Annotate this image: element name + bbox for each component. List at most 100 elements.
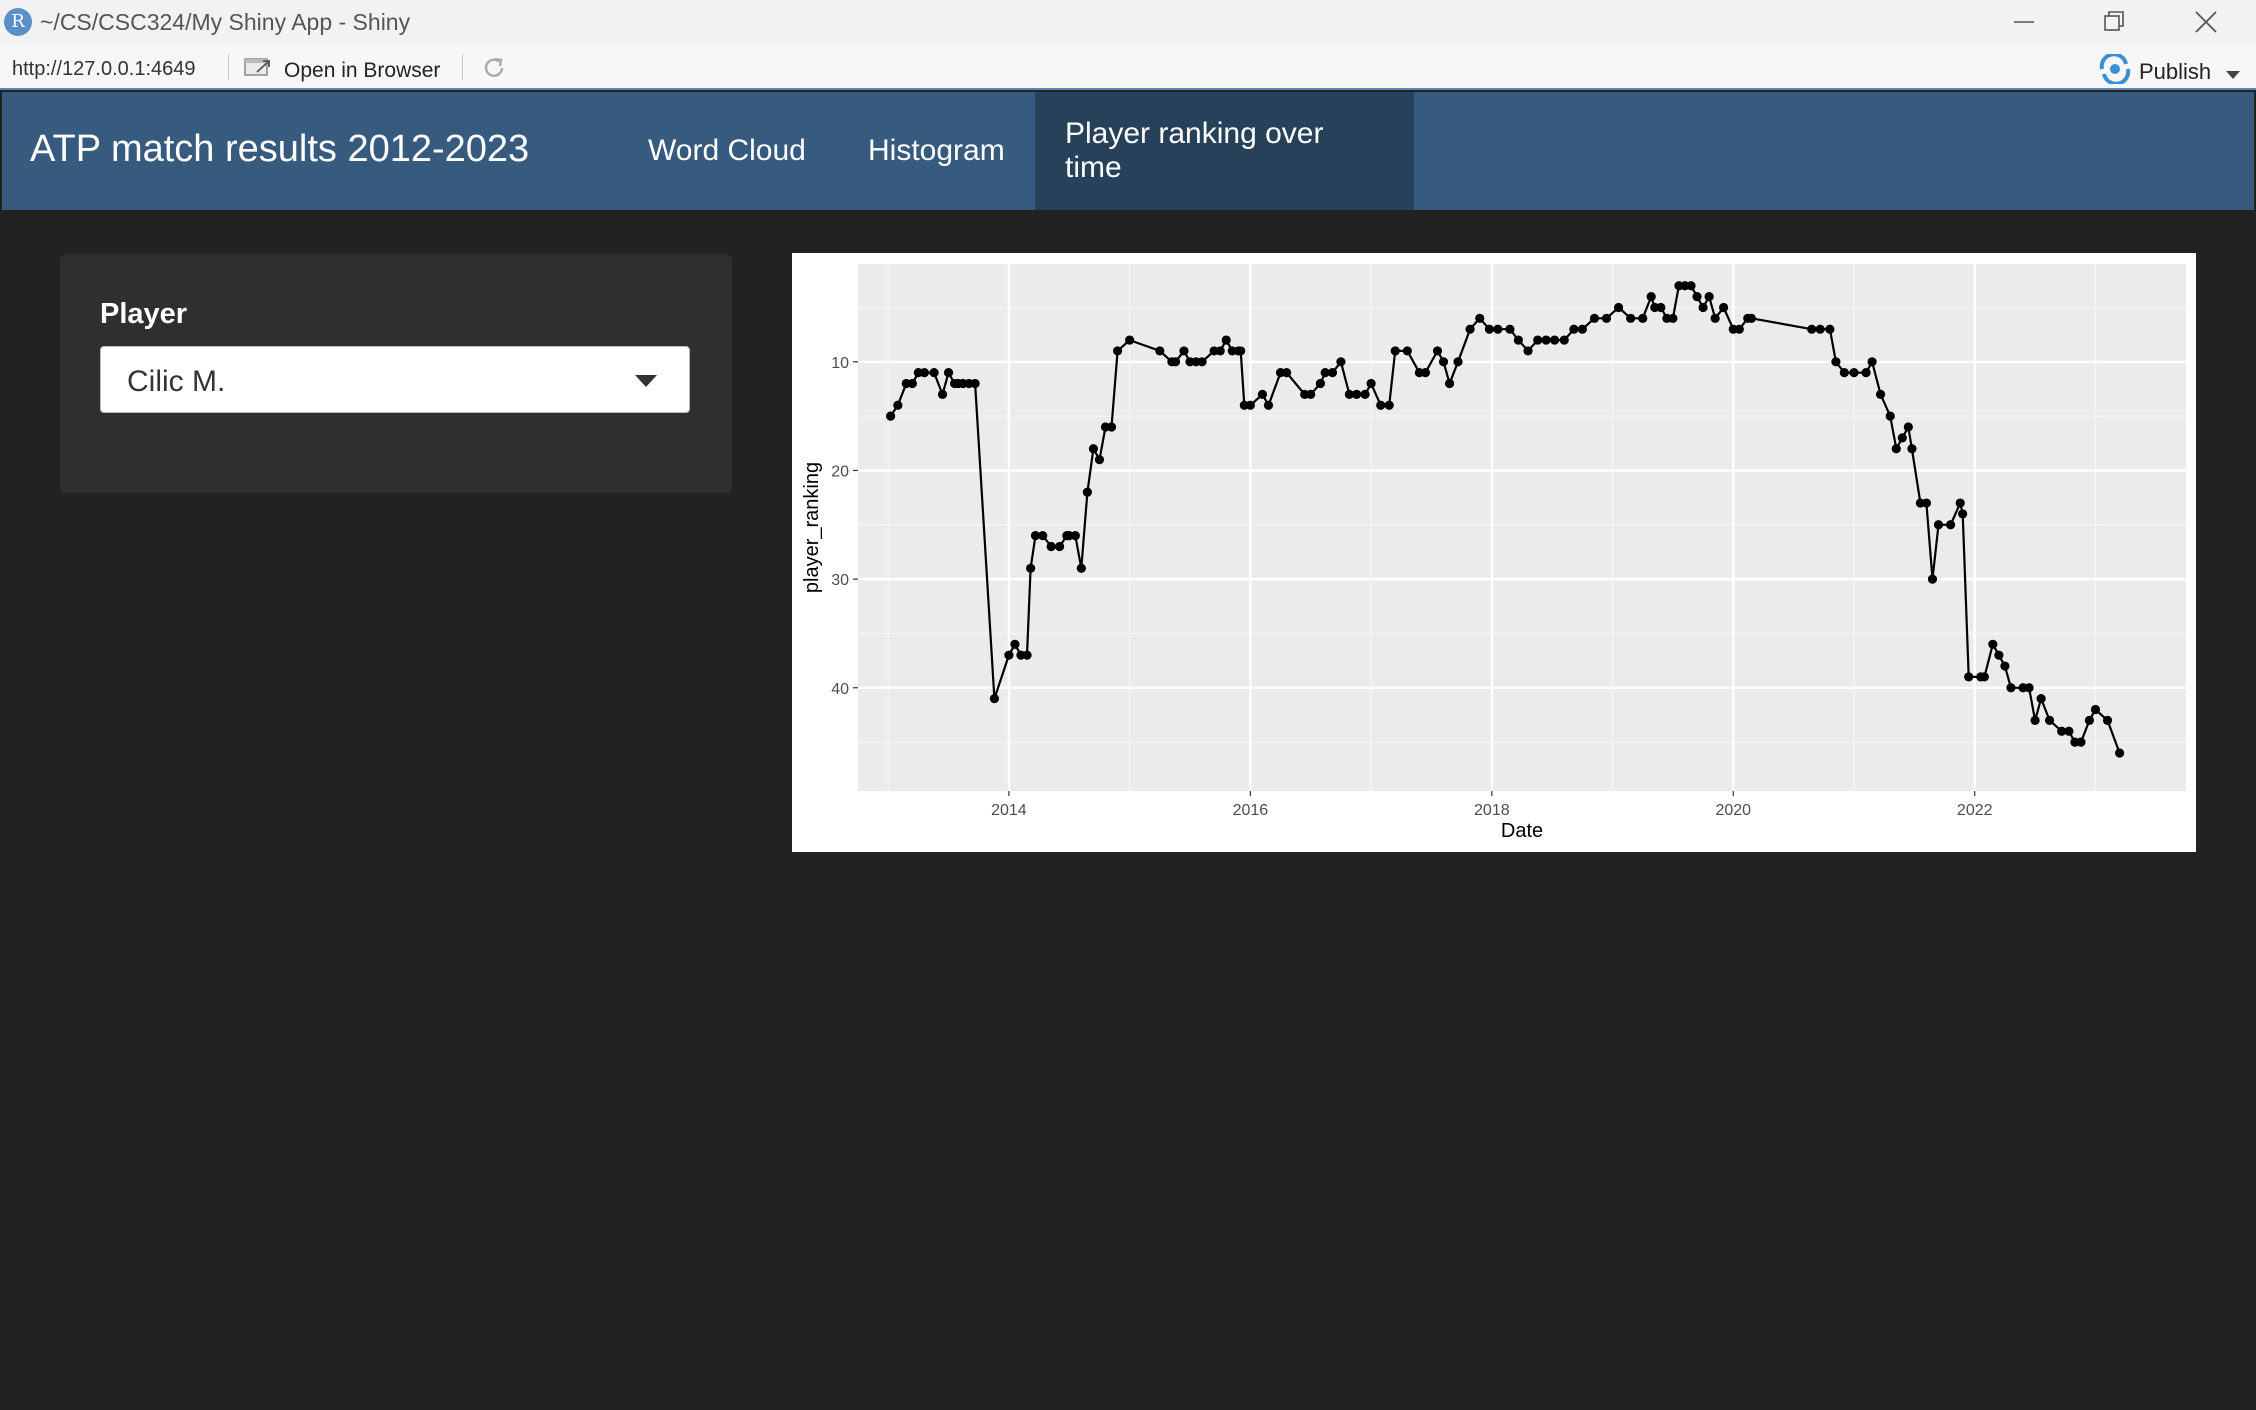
data-point <box>1626 313 1636 323</box>
data-point <box>1046 541 1056 552</box>
data-point <box>1807 324 1817 334</box>
window-title-bar: R ~/CS/CSC324/My Shiny App - Shiny <box>0 0 2256 44</box>
data-point <box>1215 346 1225 356</box>
data-point <box>2044 715 2055 725</box>
data-point <box>1849 368 1859 378</box>
player-label: Player <box>100 298 188 330</box>
data-point <box>1994 650 2004 660</box>
publish-button[interactable]: Publish <box>2139 59 2212 84</box>
toolbar-separator <box>228 54 229 80</box>
x-tick-label: 2016 <box>1233 802 1269 819</box>
data-point <box>1839 368 1849 378</box>
ranking-chart: 2014 2016 2018 2020 2022 10 20 30 40 Date player_r… <box>801 264 2186 842</box>
data-point <box>1493 324 1503 334</box>
data-point <box>1903 422 1913 432</box>
data-point <box>1438 357 1449 367</box>
data-point <box>1656 302 1666 313</box>
data-point <box>1026 563 1036 573</box>
minimize-button[interactable] <box>2000 6 2048 38</box>
data-point <box>1315 378 1325 389</box>
data-point <box>1155 346 1165 356</box>
open-in-browser-icon[interactable] <box>244 56 274 83</box>
y-tick-label: 20 <box>831 463 849 480</box>
x-tick-label: 2018 <box>1474 802 1510 819</box>
chevron-down-icon[interactable] <box>635 374 657 392</box>
data-point <box>1988 639 1998 649</box>
data-point <box>1094 454 1105 465</box>
url-text[interactable]: http://127.0.0.1:4649 <box>12 58 196 80</box>
data-point <box>1698 302 1708 313</box>
data-point <box>1719 302 1729 313</box>
address-bar: http://127.0.0.1:4649 Open in Browser Pu… <box>0 44 2256 90</box>
sidebar-panel: Player Cilic M. <box>60 254 732 493</box>
data-point <box>1979 672 1989 682</box>
refresh-icon[interactable] <box>480 54 508 87</box>
open-in-browser-button[interactable]: Open in Browser <box>284 59 441 82</box>
data-point <box>919 368 929 378</box>
data-point <box>1088 444 1099 454</box>
toolbar-separator <box>462 54 463 80</box>
data-point <box>1601 313 1612 323</box>
player-select-value: Cilic M. <box>127 365 226 398</box>
data-point <box>937 389 948 399</box>
data-point <box>2084 715 2095 725</box>
data-point <box>1444 378 1455 389</box>
data-point <box>1327 368 1338 378</box>
data-point <box>1306 389 1316 399</box>
data-point <box>1055 541 1065 552</box>
data-point <box>1533 335 1543 345</box>
data-point <box>1475 313 1485 323</box>
tab-player-ranking[interactable]: Player ranking over time <box>1035 92 1414 210</box>
data-point <box>1344 389 1354 399</box>
ranking-plot: 2014 2016 2018 2020 2022 10 20 30 40 Date player_r… <box>792 253 2196 852</box>
data-point <box>1125 335 1135 345</box>
data-point <box>1384 400 1394 410</box>
y-tick-label: 30 <box>831 572 849 589</box>
data-point <box>1638 313 1648 323</box>
data-point <box>1589 313 1600 323</box>
publish-dropdown-caret-icon[interactable] <box>2226 66 2240 84</box>
player-select[interactable]: Cilic M. <box>100 346 690 413</box>
data-point <box>885 411 896 421</box>
x-axis-title: Date <box>1501 820 1543 842</box>
data-point <box>1875 389 1886 399</box>
data-point <box>1390 346 1400 356</box>
restore-button[interactable] <box>2090 6 2138 38</box>
publish-icon[interactable] <box>2098 52 2132 89</box>
data-point <box>1955 498 1965 508</box>
data-point <box>1366 378 1376 389</box>
data-point <box>970 378 980 389</box>
data-point <box>1420 368 1431 378</box>
tab-word-cloud[interactable]: Word Cloud <box>648 134 806 167</box>
data-point <box>989 694 1000 704</box>
navbar: ATP match results 2012-2023 Word Cloud H… <box>2 92 2254 210</box>
data-point <box>1076 563 1086 573</box>
data-point <box>2115 748 2125 758</box>
r-logo-icon: R <box>4 8 32 36</box>
x-tick-label: 2014 <box>991 802 1027 819</box>
data-point <box>1320 368 1330 378</box>
data-point <box>1891 444 1901 454</box>
data-point <box>1549 335 1560 345</box>
data-point <box>1692 291 1702 302</box>
data-point <box>1484 324 1495 334</box>
data-point <box>2024 683 2034 693</box>
data-point <box>1710 313 1720 323</box>
close-window-button[interactable] <box>2182 6 2230 38</box>
data-point <box>1734 324 1744 334</box>
data-point <box>1432 346 1443 356</box>
data-point <box>1010 639 1020 649</box>
data-point <box>1197 357 1207 367</box>
x-tick-label: 2020 <box>1715 802 1751 819</box>
data-point <box>1453 357 1463 367</box>
data-point <box>1038 531 1048 541</box>
data-point <box>1559 335 1569 345</box>
data-point <box>1376 400 1386 410</box>
data-point <box>1897 433 1907 443</box>
data-point <box>2000 661 2010 671</box>
data-point <box>2064 726 2074 736</box>
tab-histogram[interactable]: Histogram <box>868 134 1005 167</box>
data-point <box>1668 313 1678 323</box>
data-point <box>2090 704 2101 715</box>
data-point <box>2006 683 2016 693</box>
